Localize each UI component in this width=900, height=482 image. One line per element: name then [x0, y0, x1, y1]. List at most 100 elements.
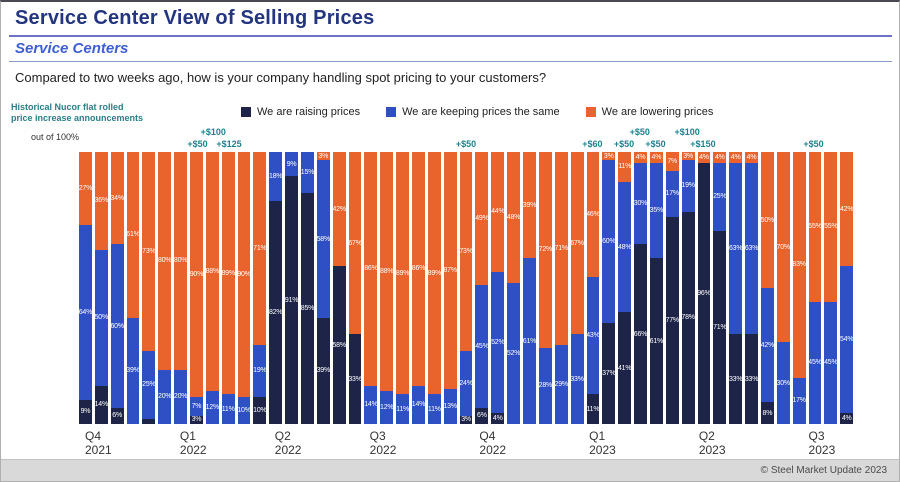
segment-same: 24% — [459, 350, 473, 416]
price-increase-annotation: +$150 — [690, 139, 716, 149]
segment-value-label: 4% — [841, 415, 852, 423]
segment-lower: 89% — [428, 152, 441, 395]
segment-same: 18% — [269, 152, 283, 201]
legend-swatch-raising — [241, 107, 251, 117]
segment-lower: 73% — [142, 152, 156, 351]
segment-value-label: 46% — [586, 211, 600, 219]
segment-lower: 4% — [729, 152, 743, 163]
segment-value-label: 14% — [94, 401, 109, 409]
segment-value-label: 12% — [205, 404, 220, 412]
stacked-bar: 4% 96% — [697, 152, 711, 424]
segment-lower: 61% — [126, 152, 140, 318]
segment-lower: 71% — [555, 152, 568, 346]
segment-value-label: 52% — [506, 349, 521, 357]
axis-label-line: 2022 — [274, 443, 302, 457]
segment-lower: 67% — [348, 152, 362, 335]
price-annotations-layer: +$50 +$100 +$125 +$50 +$60 +$50 +$50 +$50 +$100 +… — [79, 127, 853, 152]
legend-swatch-lowering — [585, 107, 596, 117]
stacked-bar: 46% 43% 11% — [586, 152, 600, 424]
segment-value-label: 4% — [651, 153, 662, 161]
segment-same: 63% — [729, 162, 743, 335]
stacked-bar: 67% 33% — [570, 152, 584, 424]
title-divider — [9, 35, 892, 37]
segment-lower: 90% — [190, 152, 203, 397]
segment-value-label: 48% — [617, 243, 632, 251]
segment-lower: 3% — [602, 152, 616, 161]
segment-value-label: 43% — [586, 332, 600, 340]
segment-value-label: 11% — [618, 163, 632, 171]
stacked-bar: 61% 39% — [126, 152, 140, 424]
stacked-bar: 73% 25% — [142, 152, 156, 424]
segment-value-label: 39% — [126, 367, 140, 375]
segment-value-label: 66% — [633, 330, 648, 338]
segment-same: 11% — [396, 394, 409, 424]
segment-value-label: 58% — [316, 235, 331, 243]
segment-same: 17% — [666, 170, 679, 217]
nucor-note: Historical Nucor flat rolled price incre… — [11, 102, 143, 124]
segment-value-label: 27% — [78, 185, 93, 193]
segment-value-label: 42% — [332, 205, 346, 213]
segment-lower: 4% — [634, 152, 647, 163]
price-increase-annotation: +$100 — [674, 127, 700, 137]
chart-legend: We are raising prices We are keeping pri… — [241, 106, 713, 118]
segment-same: 11% — [428, 394, 441, 424]
segment-value-label: 35% — [649, 206, 664, 214]
segment-value-label: 7% — [191, 402, 202, 410]
axis-label-line: 2022 — [369, 443, 397, 457]
segment-raise: 6% — [110, 407, 124, 424]
segment-lower: 11% — [618, 152, 631, 182]
segment-same: 45% — [808, 301, 822, 424]
segment-lower: 83% — [792, 152, 806, 378]
segment-same: 61% — [523, 258, 536, 424]
stacked-bar: 80% 20% — [158, 152, 172, 424]
segment-lower: 42% — [839, 152, 854, 267]
segment-value-label: 90% — [189, 270, 204, 278]
stacked-bar: 55% 45% — [824, 152, 838, 424]
stacked-bar: 4% 35% 61% — [650, 152, 663, 424]
segment-lower: 86% — [412, 152, 425, 386]
segment-lower: 70% — [777, 152, 790, 343]
segment-value-label: 12% — [380, 404, 394, 412]
price-increase-annotation: +$100 — [200, 127, 226, 137]
axis-label-line: Q4 — [479, 429, 496, 443]
segment-value-label: 41% — [617, 364, 632, 372]
segment-same: 28% — [539, 347, 552, 424]
stacked-bar-chart: 27% 64% 9% 36% 50% 14% 34% 60% 6% 61% 39% 73% 25% 80%… — [78, 152, 854, 424]
segment-value-label: 61% — [126, 231, 140, 239]
stacked-bar: 70% 30% — [777, 152, 790, 424]
segment-value-label: 71% — [713, 323, 727, 331]
segment-same: 14% — [411, 385, 426, 424]
stacked-bar: 9% 91% — [285, 152, 299, 424]
page-title: Service Center View of Selling Prices — [15, 7, 375, 29]
segment-same: 63% — [745, 162, 758, 335]
segment-value-label: 14% — [411, 401, 426, 409]
stacked-bar: 71% 29% — [555, 152, 568, 424]
segment-value-label: 42% — [839, 205, 854, 213]
stacked-bar: 87% 13% — [443, 152, 457, 424]
stacked-bar: 90% 7% 3% — [190, 152, 203, 424]
segment-same: 29% — [555, 345, 568, 424]
segment-value-label: 18% — [269, 172, 283, 180]
stacked-bar: 4% 30% 66% — [634, 152, 647, 424]
segment-same: 45% — [475, 285, 489, 408]
segment-lower: 49% — [475, 152, 489, 286]
segment-lower: 48% — [507, 152, 521, 283]
segment-value-label: 73% — [459, 247, 473, 255]
axis-label-q3-2022: Q3 2022 — [364, 429, 474, 457]
legend-swatch-same — [386, 107, 397, 117]
stacked-bar: 42% 58% — [332, 152, 346, 424]
segment-value-label: 88% — [205, 268, 220, 276]
segment-value-label: 42% — [760, 341, 775, 349]
segment-lower: 7% — [665, 152, 679, 171]
segment-lower: 89% — [396, 152, 410, 395]
segment-value-label: 6% — [112, 412, 122, 420]
segment-lower: 55% — [824, 152, 838, 302]
segment-same: 25% — [142, 350, 156, 419]
stacked-bar: 3% 19% 78% — [681, 152, 695, 424]
segment-same: 10% — [237, 396, 251, 424]
segment-raise: 6% — [475, 407, 489, 424]
segment-value-label: 6% — [477, 412, 487, 420]
segment-value-label: 30% — [633, 200, 648, 208]
segment-value-label: 52% — [491, 338, 505, 346]
segment-value-label: 30% — [776, 379, 791, 387]
